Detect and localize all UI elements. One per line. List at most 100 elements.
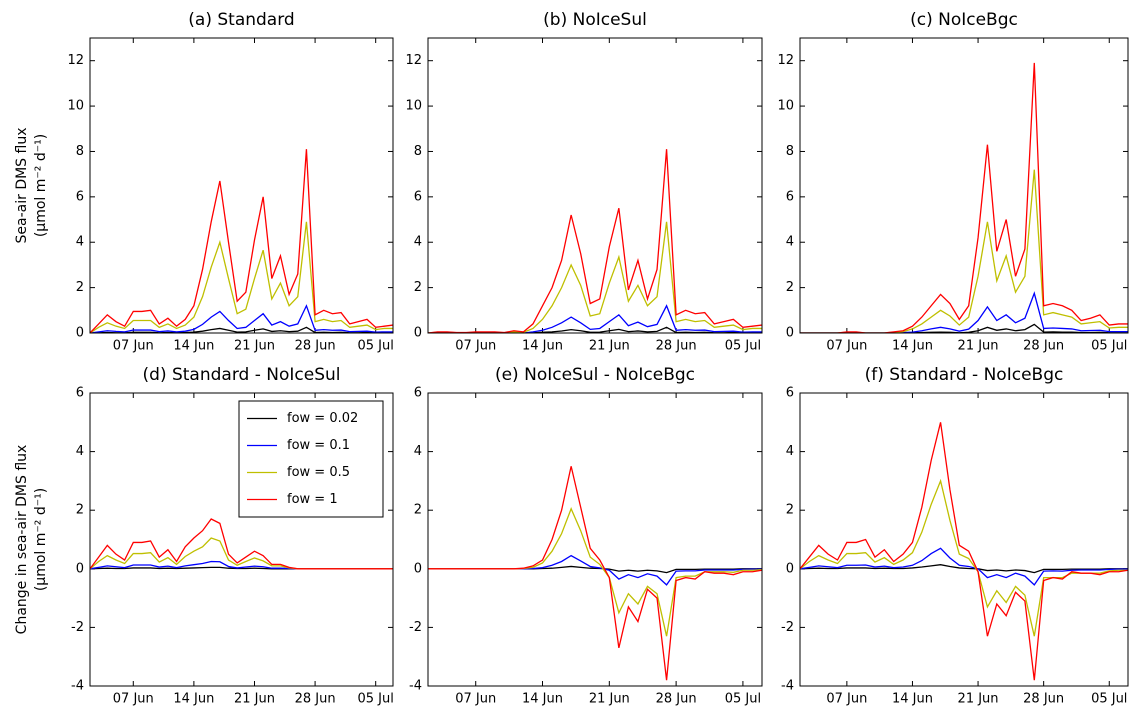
y-tick-label: 12	[777, 53, 794, 68]
y-tick-label: 12	[67, 53, 84, 68]
y-tick-label: 6	[786, 189, 794, 204]
series-line	[800, 547, 1128, 586]
x-tick-label: 05 Jul	[725, 692, 761, 707]
y-tick-label: 10	[405, 99, 422, 114]
series-line	[90, 304, 393, 333]
series-line	[90, 326, 393, 333]
x-tick-label: 21 Jun	[958, 692, 999, 707]
x-tick-label: 07 Jun	[113, 692, 154, 707]
x-tick-label: 28 Jun	[295, 339, 336, 354]
y-tick-label: 2	[76, 503, 84, 518]
y-tick-label: 2	[786, 280, 794, 295]
legend-box	[238, 400, 384, 518]
y-tick-label: 0	[414, 326, 422, 341]
y-tick-label: 2	[786, 503, 794, 518]
axes-frame	[89, 37, 394, 334]
y-tick-label: 2	[414, 280, 422, 295]
y-tick-label: 0	[414, 561, 422, 576]
y-axis-label: Change in sea-air DMS flux	[14, 445, 30, 635]
series-line	[428, 326, 762, 333]
y-tick-label: 6	[76, 386, 84, 401]
y-tick-label: -2	[781, 620, 794, 635]
y-tick-label: 2	[76, 280, 84, 295]
x-tick-label: 28 Jun	[1023, 339, 1064, 354]
panel-title: (d) Standard - NoIceSul	[143, 365, 341, 385]
x-tick-label: 28 Jun	[1023, 692, 1064, 707]
x-tick-label: 28 Jun	[656, 339, 697, 354]
y-tick-label: 6	[786, 386, 794, 401]
series-line	[800, 62, 1128, 333]
series-line	[800, 169, 1128, 333]
x-tick-label: 21 Jun	[589, 692, 630, 707]
y-tick-label: 0	[76, 326, 84, 341]
panel-title: (f) Standard - NoIceBgc	[865, 365, 1064, 385]
x-tick-label: 21 Jun	[589, 339, 630, 354]
x-tick-label: 05 Jul	[1091, 339, 1127, 354]
panel: -4 -2 0 2 4 6 07 Jun 14 Jun 21 Jun 28 Jun 05 Jul (f…	[781, 365, 1129, 707]
x-tick-label: 14 Jun	[892, 339, 933, 354]
panel: -4 -2 0 2 4 6 07 Jun 14 Jun 21 Jun 28 Jun 05 Jul (e…	[409, 365, 763, 707]
panel: 0 2 4 6 8 10 12 07 Jun 14 Jun 21 Jun 28 Jun 05 Jul (…	[14, 10, 394, 354]
y-tick-label: 6	[414, 386, 422, 401]
x-tick-label: 14 Jun	[522, 339, 563, 354]
series-line	[90, 149, 393, 333]
axes-frame	[799, 392, 1129, 687]
x-tick-label: 07 Jun	[113, 339, 154, 354]
x-tick-label: 07 Jun	[455, 339, 496, 354]
legend-label: fow = 0.5	[287, 465, 350, 480]
y-tick-label: -2	[71, 620, 84, 635]
x-tick-label: 05 Jul	[725, 339, 761, 354]
panel-title: (a) Standard	[188, 10, 294, 30]
x-tick-label: 14 Jun	[892, 692, 933, 707]
y-axis-label: (μmol m⁻² d⁻¹)	[33, 134, 49, 237]
x-tick-label: 28 Jun	[656, 692, 697, 707]
x-tick-label: 28 Jun	[295, 692, 336, 707]
y-tick-label: 10	[777, 99, 794, 114]
y-axis-label: (μmol m⁻² d⁻¹)	[33, 488, 49, 591]
axes-frame	[427, 392, 763, 687]
y-tick-label: -4	[71, 679, 84, 694]
y-tick-label: 8	[786, 144, 794, 159]
y-axis-label: Sea-air DMS flux	[14, 128, 30, 244]
y-tick-label: 8	[414, 144, 422, 159]
x-tick-label: 05 Jul	[358, 692, 394, 707]
series-line	[800, 422, 1128, 681]
y-tick-label: 8	[76, 144, 84, 159]
panel-title: (b) NoIceSul	[543, 10, 647, 30]
x-tick-label: 07 Jun	[826, 692, 867, 707]
y-tick-label: 0	[76, 561, 84, 576]
panel-title: (c) NoIceBgc	[910, 10, 1018, 30]
series-line	[90, 518, 393, 570]
y-tick-label: 10	[67, 99, 84, 114]
y-tick-label: 0	[786, 326, 794, 341]
x-tick-label: 21 Jun	[958, 339, 999, 354]
x-tick-label: 14 Jun	[173, 692, 214, 707]
y-tick-label: 4	[76, 235, 84, 250]
panel: 0 2 4 6 8 10 12 07 Jun 14 Jun 21 Jun 28 Jun 05 Jul (…	[405, 10, 763, 354]
y-tick-label: 6	[76, 189, 84, 204]
x-tick-label: 14 Jun	[522, 692, 563, 707]
series-line	[428, 466, 762, 681]
y-tick-label: -4	[409, 679, 422, 694]
y-tick-label: 6	[414, 189, 422, 204]
panel: 0 2 4 6 8 10 12 07 Jun 14 Jun 21 Jun 28 Jun 05 Jul (…	[777, 10, 1129, 354]
x-tick-label: 21 Jun	[234, 339, 275, 354]
axes-frame	[427, 37, 763, 334]
series-line	[800, 478, 1128, 637]
panel: -4 -2 0 2 4 6 07 Jun 14 Jun 21 Jun 28 Jun 05 Jul (d…	[14, 365, 394, 707]
x-tick-label: 05 Jul	[358, 339, 394, 354]
axes-frame	[799, 37, 1129, 334]
legend-label: fow = 0.02	[287, 411, 358, 426]
legend-label: fow = 0.1	[287, 438, 350, 453]
axes-frame	[89, 392, 394, 687]
series-line	[90, 221, 393, 333]
series-line	[428, 149, 762, 333]
series-line	[428, 304, 762, 333]
y-tick-label: 4	[414, 444, 422, 459]
x-tick-label: 21 Jun	[234, 692, 275, 707]
y-tick-label: -4	[781, 679, 794, 694]
x-tick-label: 14 Jun	[173, 339, 214, 354]
y-tick-label: 4	[786, 444, 794, 459]
panel-title: (e) NoIceSul - NoIceBgc	[495, 365, 695, 385]
series-line	[800, 564, 1128, 574]
